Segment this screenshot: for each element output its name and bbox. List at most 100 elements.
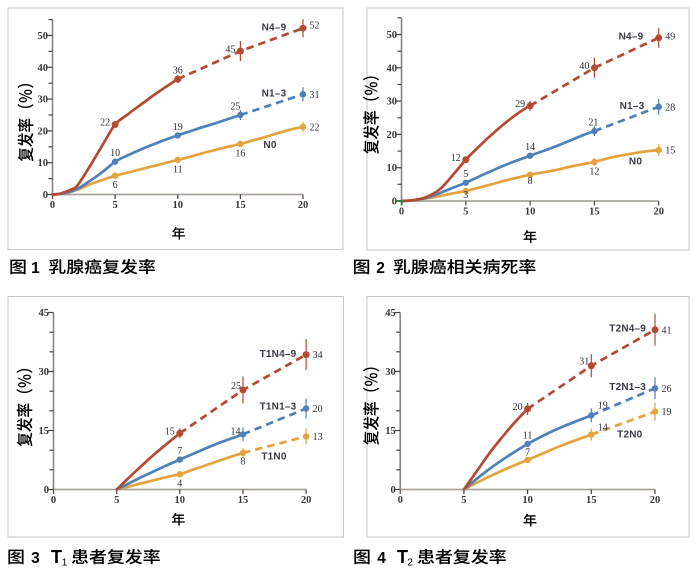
svg-text:16: 16 [235, 148, 245, 159]
svg-text:19: 19 [662, 407, 672, 418]
svg-text:10: 10 [175, 495, 186, 506]
svg-text:T2N0: T2N0 [617, 429, 642, 440]
svg-text:25: 25 [231, 381, 241, 392]
svg-text:30: 30 [39, 367, 50, 378]
svg-text:10: 10 [110, 148, 120, 159]
svg-text:T: T [397, 547, 408, 567]
svg-text:12: 12 [451, 153, 461, 164]
svg-text:10: 10 [387, 163, 398, 174]
svg-text:1: 1 [31, 260, 40, 277]
svg-text:0: 0 [398, 495, 403, 506]
svg-text:20: 20 [38, 126, 49, 137]
svg-text:N4–9: N4–9 [262, 23, 287, 34]
svg-text:0: 0 [43, 190, 48, 201]
svg-text:30: 30 [385, 367, 396, 378]
svg-text:5: 5 [112, 200, 117, 211]
svg-text:40: 40 [579, 61, 589, 72]
svg-text:N1–3: N1–3 [262, 89, 287, 100]
svg-text:52: 52 [310, 20, 320, 31]
svg-text:T1N0: T1N0 [261, 452, 286, 463]
svg-text:0: 0 [50, 200, 55, 211]
svg-text:13: 13 [313, 432, 323, 443]
svg-text:14: 14 [598, 423, 608, 434]
svg-text:6: 6 [113, 180, 118, 191]
svg-text:11: 11 [173, 164, 183, 175]
svg-text:N1–3: N1–3 [620, 101, 645, 112]
svg-text:N4–9: N4–9 [619, 32, 644, 43]
svg-text:N0: N0 [263, 140, 276, 151]
svg-text:T2N1–3: T2N1–3 [609, 382, 646, 393]
svg-text:T1N1–3: T1N1–3 [260, 401, 297, 412]
svg-text:20: 20 [650, 495, 661, 506]
svg-text:1: 1 [62, 557, 68, 568]
svg-text:11: 11 [523, 430, 533, 441]
svg-text:0: 0 [390, 485, 395, 496]
svg-text:20: 20 [387, 130, 398, 141]
svg-text:25: 25 [230, 102, 240, 113]
svg-text:N0: N0 [629, 157, 642, 168]
svg-text:10: 10 [173, 200, 184, 211]
svg-text:20: 20 [513, 402, 523, 413]
svg-text:0: 0 [44, 485, 49, 496]
svg-text:19: 19 [173, 122, 183, 133]
svg-text:31: 31 [310, 90, 320, 101]
svg-text:15: 15 [235, 200, 246, 211]
svg-text:10: 10 [522, 495, 533, 506]
svg-text:20: 20 [301, 495, 312, 506]
svg-text:14: 14 [231, 426, 241, 437]
svg-text:20: 20 [298, 200, 309, 211]
svg-text:5: 5 [463, 169, 468, 180]
svg-text:10: 10 [38, 158, 49, 169]
svg-text:41: 41 [662, 325, 672, 336]
svg-text:15: 15 [385, 426, 396, 437]
svg-text:50: 50 [38, 31, 49, 42]
svg-text:3: 3 [463, 190, 468, 201]
svg-text:5: 5 [114, 495, 119, 506]
svg-text:49: 49 [665, 31, 675, 42]
svg-text:T2N4–9: T2N4–9 [609, 324, 646, 335]
svg-text:14: 14 [525, 142, 535, 153]
svg-text:28: 28 [665, 102, 675, 113]
svg-text:21: 21 [588, 118, 598, 129]
svg-text:2: 2 [407, 557, 413, 568]
svg-text:T: T [51, 547, 62, 567]
svg-text:15: 15 [589, 207, 600, 218]
svg-text:34: 34 [313, 350, 323, 361]
svg-text:4: 4 [377, 550, 386, 567]
svg-text:20: 20 [313, 404, 323, 415]
svg-text:50: 50 [387, 30, 398, 41]
svg-text:36: 36 [173, 66, 183, 77]
svg-text:22: 22 [100, 118, 110, 129]
svg-text:T1N4–9: T1N4–9 [260, 349, 297, 360]
svg-text:0: 0 [51, 495, 56, 506]
svg-text:45: 45 [39, 308, 50, 319]
svg-text:19: 19 [598, 400, 608, 411]
svg-text:31: 31 [579, 357, 589, 368]
svg-text:45: 45 [225, 44, 235, 55]
svg-text:5: 5 [461, 495, 466, 506]
svg-text:8: 8 [241, 456, 246, 467]
svg-text:40: 40 [387, 63, 398, 74]
svg-text:15: 15 [586, 495, 597, 506]
svg-text:29: 29 [515, 99, 525, 110]
svg-text:20: 20 [653, 207, 664, 218]
svg-text:26: 26 [662, 384, 672, 395]
svg-text:0: 0 [392, 197, 397, 208]
svg-text:7: 7 [177, 446, 182, 457]
svg-text:40: 40 [38, 63, 49, 74]
svg-text:30: 30 [387, 97, 398, 108]
svg-text:2: 2 [376, 260, 385, 277]
svg-text:10: 10 [525, 207, 536, 218]
svg-text:22: 22 [310, 122, 320, 133]
svg-text:4: 4 [177, 479, 182, 490]
svg-text:7: 7 [525, 448, 530, 459]
svg-text:30: 30 [38, 95, 49, 106]
svg-text:12: 12 [589, 167, 599, 178]
svg-text:15: 15 [39, 426, 50, 437]
svg-text:5: 5 [463, 207, 468, 218]
svg-text:0: 0 [399, 207, 404, 218]
svg-text:15: 15 [238, 495, 249, 506]
svg-text:8: 8 [528, 176, 533, 187]
svg-text:15: 15 [165, 427, 175, 438]
svg-text:45: 45 [385, 308, 396, 319]
